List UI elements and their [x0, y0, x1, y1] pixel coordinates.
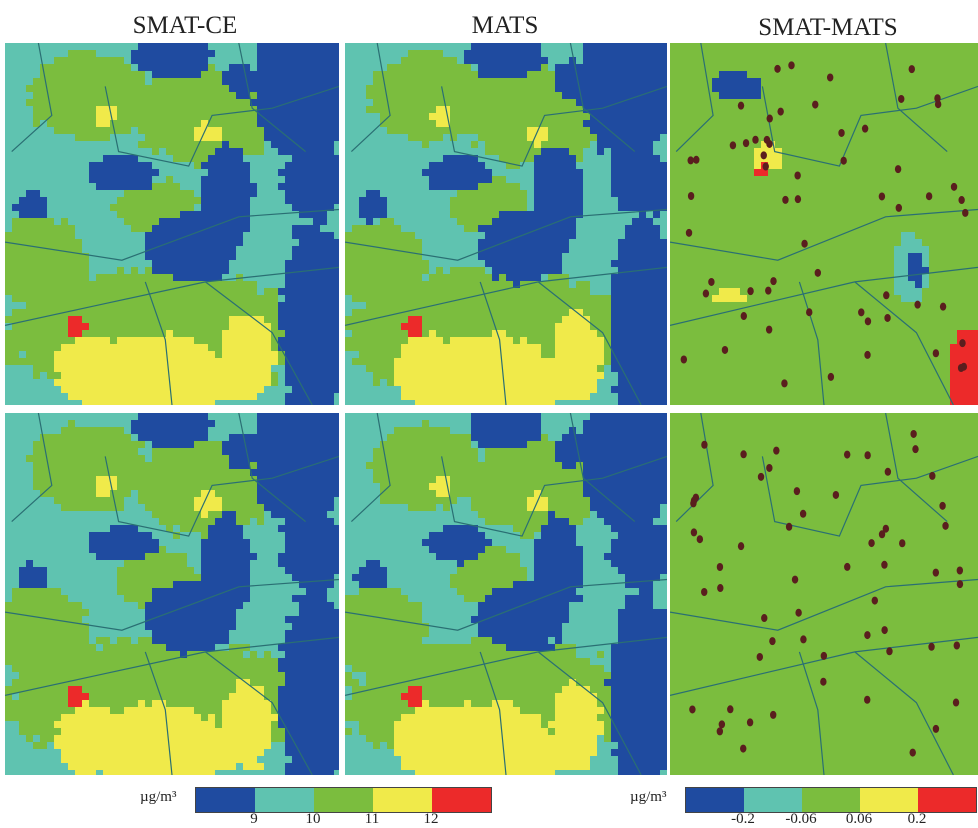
map-graphic — [670, 43, 978, 405]
colorbar-tick-11: 11 — [364, 811, 380, 827]
swatch-red — [918, 788, 976, 812]
colorbar-difference: µg/m³ -0.2 -0.06 0.06 0.2 — [630, 787, 978, 827]
colorbar-swatches — [195, 787, 492, 813]
swatch-dark-blue — [196, 788, 255, 812]
colorbar-unit-label: µg/m³ — [140, 789, 177, 805]
swatch-green — [314, 788, 373, 812]
colorbar-concentration: µg/m³ 9 10 11 12 — [140, 787, 500, 827]
colorbar-swatches — [685, 787, 977, 813]
swatch-yellow — [373, 788, 432, 812]
swatch-teal — [744, 788, 802, 812]
map-panel-a-smat-mats — [670, 43, 978, 405]
colorbar-tick-0.2: 0.2 — [907, 811, 927, 827]
colorbar-tick-12: 12 — [423, 811, 439, 827]
map-panel-b-smat-ce — [5, 413, 339, 775]
column-title-smat-mats: SMAT-MATS — [758, 14, 898, 41]
swatch-dark-blue — [686, 788, 744, 812]
colorbar-tick-neg-0.06: -0.06 — [785, 811, 817, 827]
swatch-yellow — [860, 788, 918, 812]
colorbar-tick-9: 9 — [250, 811, 258, 827]
colorbar-unit-label: µg/m³ — [630, 789, 667, 805]
swatch-teal — [255, 788, 314, 812]
map-graphic — [670, 413, 978, 775]
map-panel-a-smat-ce — [5, 43, 339, 405]
swatch-green — [802, 788, 860, 812]
map-graphic — [345, 413, 667, 775]
column-title-smat-ce: SMAT-CE — [132, 12, 238, 39]
map-panel-a-mats — [345, 43, 667, 405]
column-title-mats: MATS — [471, 12, 539, 39]
map-panel-b-smat-mats — [670, 413, 978, 775]
swatch-red — [432, 788, 491, 812]
colorbar-tick-neg-0.2: -0.2 — [731, 811, 755, 827]
colorbar-tick-0.06: 0.06 — [845, 811, 873, 827]
map-graphic — [345, 43, 667, 405]
colorbar-tick-10: 10 — [305, 811, 321, 827]
map-graphic — [5, 43, 339, 405]
map-graphic — [5, 413, 339, 775]
map-panel-b-mats — [345, 413, 667, 775]
